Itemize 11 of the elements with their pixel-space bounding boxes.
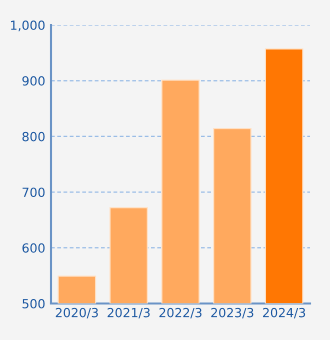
y-tick-label: 800	[22, 132, 45, 142]
x-tick-label: 2024/3	[263, 308, 306, 318]
x-tick-label: 2023/3	[211, 308, 254, 318]
x-tick-label: 2020/3	[56, 308, 98, 318]
x-tick-label: 2022/3	[159, 308, 202, 318]
y-tick-label: 500	[22, 298, 45, 308]
y-tick-label: 700	[22, 188, 45, 198]
y-tick-label: 900	[22, 76, 45, 86]
x-tick-label: 2021/3	[108, 308, 150, 318]
y-tick-label: 1,000	[11, 20, 45, 32]
y-tick-label: 600	[22, 243, 45, 253]
